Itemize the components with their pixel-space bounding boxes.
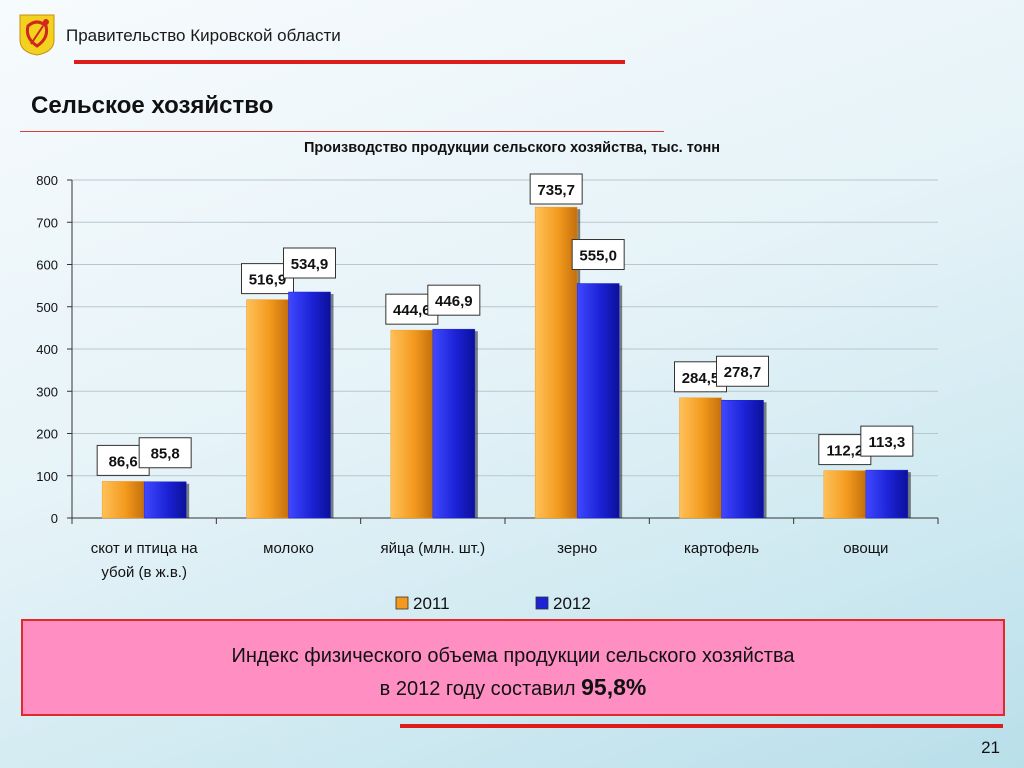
y-tick-label: 400 (36, 342, 58, 357)
bar-2012 (432, 328, 476, 519)
bar-2011 (823, 470, 867, 519)
coat-of-arms-icon (19, 14, 55, 56)
y-tick-label: 600 (36, 258, 58, 273)
bar-2011 (390, 329, 434, 519)
data-label-box (860, 425, 914, 457)
page-number: 21 (981, 738, 1000, 757)
data-label-box (716, 355, 769, 387)
bar-2011 (679, 397, 722, 519)
index-text-line2: в 2012 году составил 95,8% (23, 674, 1003, 701)
header-divider (74, 60, 625, 64)
legend-label: 2012 (553, 594, 591, 613)
data-label: 284,5 (682, 370, 720, 387)
y-tick-label: 100 (36, 469, 58, 484)
index-value: 95,8% (581, 674, 647, 700)
legend-label: 2011 (413, 594, 450, 613)
y-tick-label: 0 (51, 511, 58, 526)
bar-2012 (721, 399, 764, 519)
data-label-box (529, 173, 583, 205)
x-tick-label: зерно (557, 540, 597, 557)
data-label: 112,2 (826, 443, 863, 460)
y-tick-label: 300 (36, 384, 58, 399)
y-tick-label: 200 (36, 427, 58, 442)
x-tick-label: яйца (млн. шт.) (380, 540, 485, 557)
footer-divider (400, 724, 1003, 728)
chart-title: Производство продукции сельского хозяйст… (303, 140, 720, 156)
y-tick-label: 700 (36, 215, 58, 230)
data-label: 555,0 (579, 248, 617, 265)
x-tick-label: овощи (843, 540, 888, 557)
x-tick-label: картофель (684, 540, 759, 557)
slide-title: Сельское хозяйство (31, 92, 274, 119)
data-label: 113,3 (868, 434, 905, 451)
bar-2012 (143, 481, 187, 519)
bar-2011 (246, 299, 289, 519)
data-label: 446,9 (435, 293, 473, 310)
bar-2011 (534, 206, 578, 519)
index-text-prefix: в 2012 году составил (379, 678, 582, 700)
x-tick-label: убой (в ж.в.) (101, 564, 187, 581)
bar-2012 (288, 291, 331, 519)
bar-2011 (101, 481, 145, 519)
legend-swatch-2012 (535, 596, 549, 610)
title-divider (20, 131, 664, 132)
org-title: Правительство Кировской области (66, 26, 341, 45)
data-label-box (283, 247, 336, 279)
data-label-box (138, 437, 192, 469)
index-callout: Индекс физического объема продукции сель… (21, 619, 1005, 716)
data-label: 534,9 (291, 256, 329, 273)
data-label-box (427, 284, 481, 316)
index-text: Индекс физического объема продукции сель… (231, 645, 795, 667)
x-tick-label: скот и птица на (91, 540, 199, 557)
data-label: 86,6 (109, 453, 138, 470)
data-label: 444,6 (393, 302, 431, 319)
data-label: 516,9 (249, 272, 287, 289)
data-label: 85,8 (151, 446, 180, 463)
y-tick-label: 800 (36, 173, 58, 188)
legend-swatch-2011 (395, 596, 409, 610)
bar-chart: 0 100 200 300 400 500 600 700 800 86,6 85,8 скот и … (36, 173, 939, 613)
data-label: 735,7 (537, 182, 575, 199)
y-tick-label: 500 (36, 300, 58, 315)
data-label: 278,7 (724, 364, 762, 381)
data-label-box (571, 239, 625, 271)
bar-2012 (865, 469, 909, 519)
bar-2012 (576, 283, 620, 519)
x-tick-label: молоко (263, 540, 314, 557)
